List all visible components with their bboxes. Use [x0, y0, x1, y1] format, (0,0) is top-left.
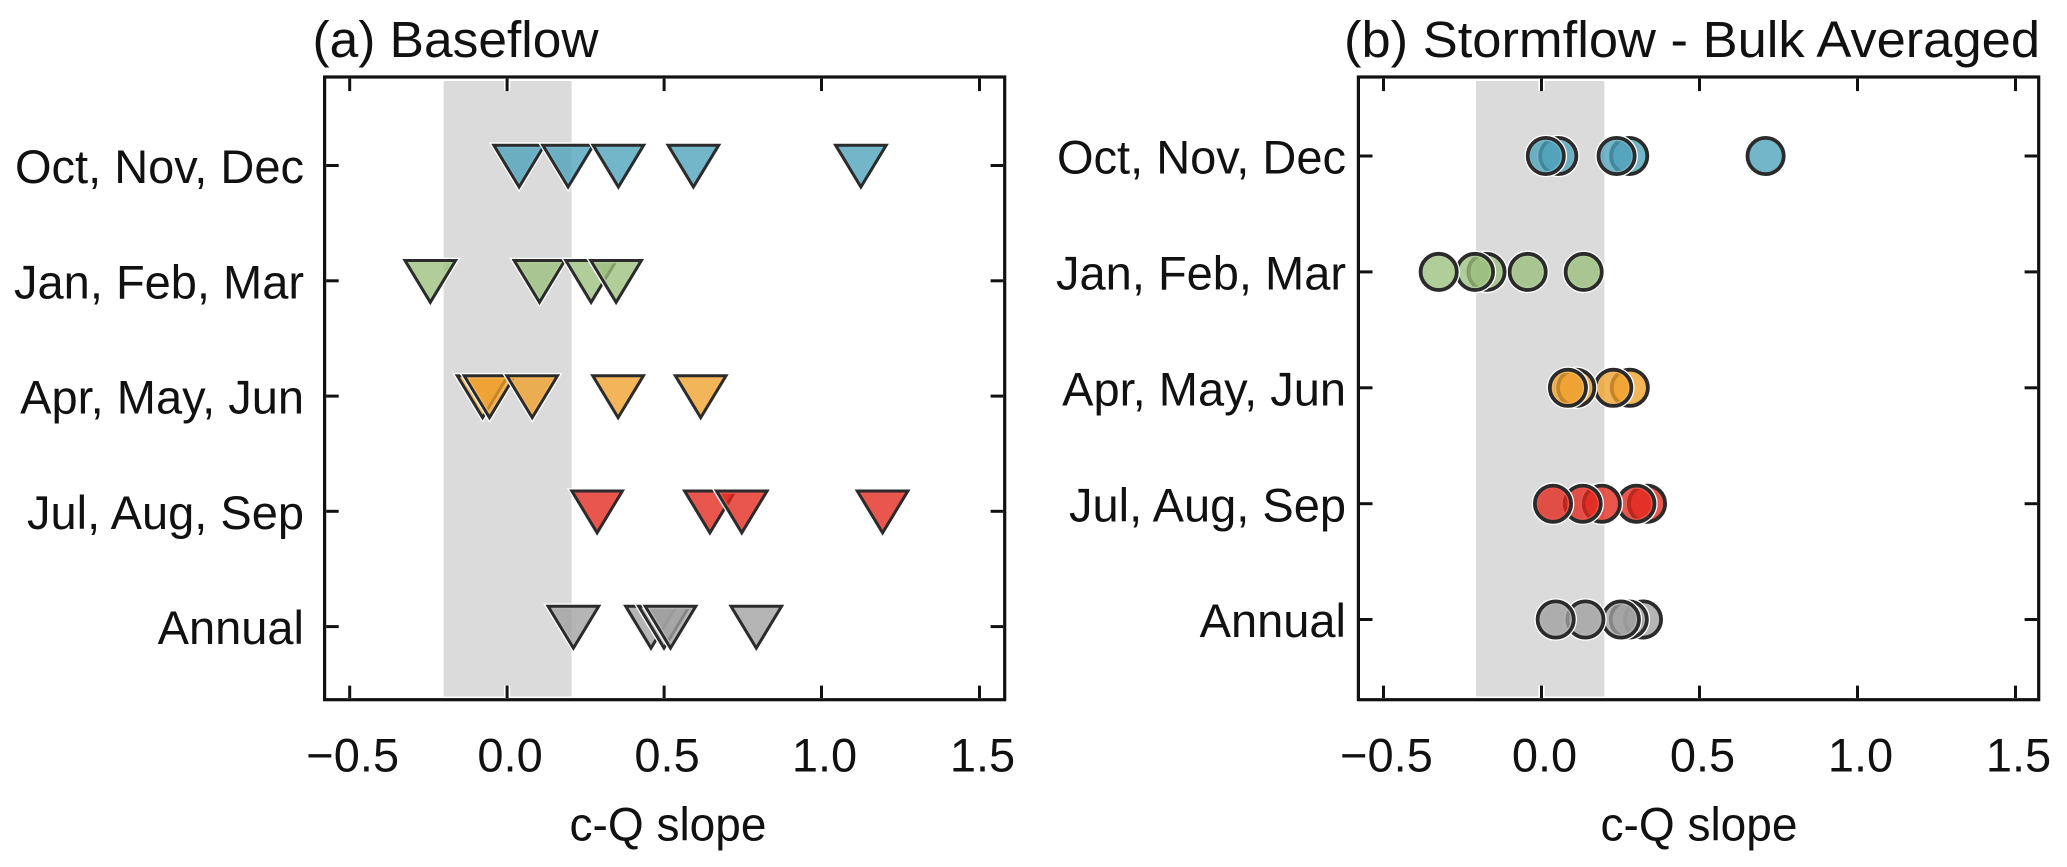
svg-text:c-Q slope: c-Q slope	[570, 798, 767, 851]
svg-text:Oct, Nov, Dec: Oct, Nov, Dec	[1057, 131, 1346, 184]
svg-text:−0.5: −0.5	[1340, 728, 1433, 781]
svg-text:0.0: 0.0	[477, 728, 542, 781]
svg-text:1.0: 1.0	[792, 728, 857, 781]
svg-text:Oct, Nov, Dec: Oct, Nov, Dec	[15, 140, 304, 193]
svg-text:0.5: 0.5	[1670, 728, 1735, 781]
svg-text:1.5: 1.5	[950, 728, 1015, 781]
svg-text:0.5: 0.5	[634, 728, 699, 781]
svg-text:Apr, May, Jun: Apr, May, Jun	[20, 371, 304, 424]
svg-text:Jul, Aug, Sep: Jul, Aug, Sep	[27, 486, 304, 539]
svg-text:Jan, Feb, Mar: Jan, Feb, Mar	[14, 255, 304, 308]
svg-text:Jul, Aug, Sep: Jul, Aug, Sep	[1069, 478, 1346, 531]
svg-text:0.0: 0.0	[1512, 728, 1577, 781]
svg-text:c-Q slope: c-Q slope	[1601, 798, 1798, 851]
svg-text:Jan, Feb, Mar: Jan, Feb, Mar	[1056, 247, 1346, 300]
svg-text:(b) Stormflow - Bulk Averaged: (b) Stormflow - Bulk Averaged	[1344, 11, 2040, 68]
svg-text:Apr, May, Jun: Apr, May, Jun	[1062, 362, 1346, 415]
svg-text:Annual: Annual	[1200, 594, 1346, 647]
svg-text:1.5: 1.5	[1986, 728, 2051, 781]
svg-text:1.0: 1.0	[1828, 728, 1893, 781]
svg-text:(a) Baseflow: (a) Baseflow	[313, 11, 599, 68]
svg-text:−0.5: −0.5	[306, 728, 399, 781]
svg-text:Annual: Annual	[158, 601, 304, 654]
